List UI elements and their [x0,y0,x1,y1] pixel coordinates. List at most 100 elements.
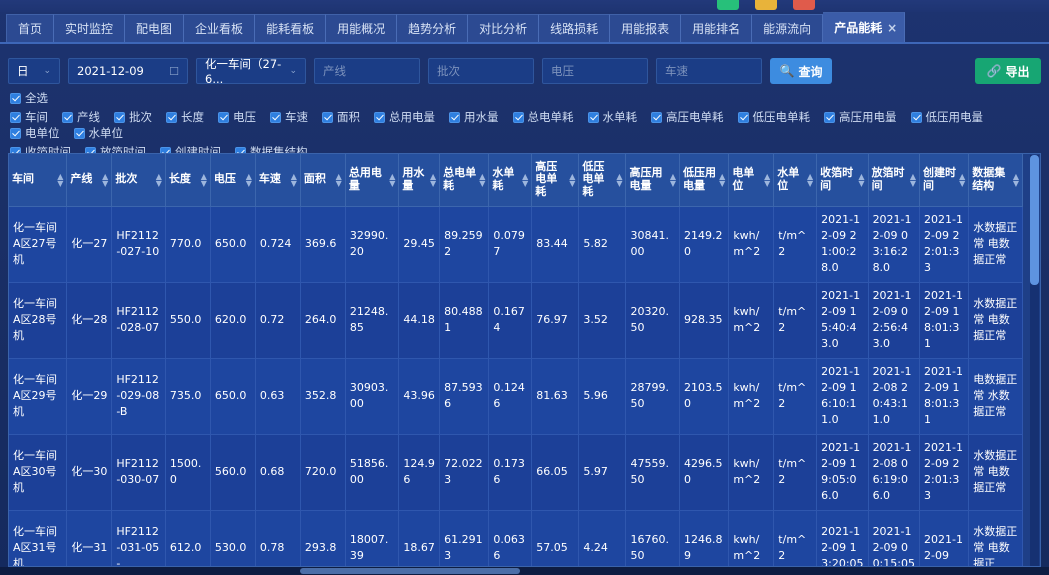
checkbox-column-row1-8[interactable]: 用水量 [449,109,499,125]
tab-2[interactable]: 配电图 [125,14,185,42]
checkbox-column-row1-5[interactable]: 车速 [270,109,308,125]
close-icon[interactable]: × [887,20,898,35]
column-header-20[interactable]: 数据集结构 ▲ ▼ [968,154,1023,207]
column-header-12[interactable]: 低压电单耗 ▲ ▼ [578,154,627,207]
tab-11[interactable]: 能源流向 [752,14,824,42]
speed-input[interactable]: 车速 [656,58,762,84]
cell-line: 化一31 [66,510,113,566]
sort-toggle-icon[interactable]: ▲ ▼ [335,171,342,188]
cell-water_uom: t/m^2 [773,510,818,566]
tab-9[interactable]: 用能报表 [610,14,682,42]
query-button[interactable]: 🔍 查询 [770,58,832,84]
column-header-15[interactable]: 电单位 ▲ ▼ [728,154,775,207]
sort-toggle-icon[interactable]: ▲ ▼ [858,171,865,188]
column-header-0[interactable]: 车间 ▲ ▼ [9,154,68,207]
cell-total_power: 51856.00 [345,434,400,511]
tab-8[interactable]: 线路损耗 [539,14,611,42]
sort-toggle-icon[interactable]: ▲ ▼ [806,171,814,188]
sort-toggle-icon[interactable]: ▲ ▼ [1012,171,1019,188]
column-header-18[interactable]: 放箔时间 ▲ ▼ [868,154,920,207]
table-row[interactable]: 化一车间A区28号机 化一28 HF2112-028-07 550.0 620.0 0.7… [9,282,1023,359]
cell-water_uom: t/m^2 [773,358,818,435]
sort-toggle-icon[interactable]: ▲ ▼ [909,171,916,188]
checkbox-column-row1-1[interactable]: 产线 [62,109,100,125]
column-header-19[interactable]: 创建时间 ▲ ▼ [919,154,970,207]
checkbox-column-row1-3[interactable]: 长度 [166,109,204,125]
sort-toggle-icon[interactable]: ▲ ▼ [719,171,726,188]
checkbox-column-row1-16[interactable]: 水单位 [73,125,123,141]
checkbox-column-row1-2[interactable]: 批次 [114,109,152,125]
sort-toggle-icon[interactable]: ▲ ▼ [959,171,966,188]
sort-toggle-icon[interactable]: ▲ ▼ [569,171,576,188]
data-table-container[interactable]: 车间 ▲ ▼ 产线 ▲ ▼ 批次 ▲ ▼ 长度 ▲ ▼ 电压 ▲ ▼ 车速 ▲ ▼ 面积 ▲ ▼ 总用电量 ▲ ▼ 用水量 ▲ ▼ 总… [8,153,1041,567]
sort-toggle-icon[interactable]: ▲ ▼ [290,171,297,188]
sort-toggle-icon[interactable]: ▲ ▼ [155,171,162,188]
tab-3[interactable]: 企业看板 [184,14,256,42]
sort-toggle-icon[interactable]: ▲ ▼ [479,171,486,188]
sort-toggle-icon[interactable]: ▲ ▼ [57,171,64,188]
tab-7[interactable]: 对比分析 [468,14,540,42]
checkbox-column-row1-9[interactable]: 总电单耗 [512,109,574,125]
column-header-13[interactable]: 高压用电量 ▲ ▼ [625,154,681,207]
tab-6[interactable]: 趋势分析 [397,14,469,42]
column-header-17[interactable]: 收箔时间 ▲ ▼ [816,154,869,207]
column-header-10[interactable]: 水单耗 ▲ ▼ [488,154,533,207]
column-header-9[interactable]: 总电单耗 ▲ ▼ [439,154,490,207]
column-header-7[interactable]: 总用电量 ▲ ▼ [345,154,400,207]
cell-batch: HF2112-027-10 [111,206,166,283]
sort-toggle-icon[interactable]: ▲ ▼ [669,171,677,188]
table-row[interactable]: 化一车间A区29号机 化一29 HF2112-029-08-B 735.0 650.0 0… [9,358,1023,435]
batch-input[interactable]: 批次 [428,58,534,84]
production-line-input[interactable]: 产线 [314,58,420,84]
column-header-16[interactable]: 水单位 ▲ ▼ [773,154,818,207]
tab-5[interactable]: 用能概况 [326,14,398,42]
export-button[interactable]: 🔗 导出 [975,58,1041,84]
column-header-14[interactable]: 低压用电量 ▲ ▼ [679,154,730,207]
table-row[interactable]: 化一车间A区30号机 化一30 HF2112-030-07 1500.0 560.0 0.… [9,434,1023,511]
sort-toggle-icon[interactable]: ▲ ▼ [522,171,529,188]
cell-batch: HF2112-030-07 [111,434,166,511]
sort-toggle-icon[interactable]: ▲ ▼ [389,171,396,188]
period-select[interactable]: 日 ⌄ [8,58,60,84]
date-input[interactable]: 2021-12-09 ☐ [68,58,188,84]
scrollbar-thumb[interactable] [300,568,520,574]
tab-1[interactable]: 实时监控 [54,14,126,42]
tab-4[interactable]: 能耗看板 [255,14,327,42]
sort-toggle-icon[interactable]: ▲ ▼ [429,171,437,188]
checkbox-column-row1-7[interactable]: 总用电量 [374,109,435,125]
checkbox-column-row1-10[interactable]: 水单耗 [587,109,637,125]
tab-12[interactable]: 产品能耗 × [823,12,906,42]
cell-create_time: 2021-12-09 [919,510,970,566]
table-vertical-scrollbar[interactable] [1030,155,1039,566]
checkbox-column-row1-0[interactable]: 车间 [10,109,48,125]
column-header-6[interactable]: 面积 ▲ ▼ [300,154,346,207]
tab-10[interactable]: 用能排名 [681,14,753,42]
sort-toggle-icon[interactable]: ▲ ▼ [200,171,207,188]
sort-toggle-icon[interactable]: ▲ ▼ [102,171,109,188]
column-header-1[interactable]: 产线 ▲ ▼ [66,154,113,207]
scrollbar-thumb[interactable] [1030,155,1039,285]
column-header-5[interactable]: 车速 ▲ ▼ [255,154,301,207]
checkbox-select-all[interactable]: 全选 [10,90,48,106]
column-header-3[interactable]: 长度 ▲ ▼ [165,154,211,207]
column-header-2[interactable]: 批次 ▲ ▼ [111,154,166,207]
column-header-11[interactable]: 高压电单耗 ▲ ▼ [531,154,580,207]
checkbox-column-row1-11[interactable]: 高压电单耗 [651,109,724,125]
column-header-4[interactable]: 电压 ▲ ▼ [210,154,256,207]
voltage-input[interactable]: 电压 [542,58,648,84]
checkbox-column-row1-13[interactable]: 高压用电量 [824,109,897,125]
table-row[interactable]: 化一车间A区27号机 化一27 HF2112-027-10 770.0 650.0 0.7… [9,206,1023,283]
workshop-select[interactable]: 化一车间（27-6... ⌄ [196,57,306,86]
tab-0[interactable]: 首页 [6,14,55,42]
column-header-8[interactable]: 用水量 ▲ ▼ [398,154,441,207]
checkbox-column-row1-15[interactable]: 电单位 [10,125,60,141]
checkbox-column-row1-4[interactable]: 电压 [218,109,256,125]
table-row[interactable]: 化一车间A区31号机 化一31 HF2112-031-05- 612.0 530.0 0.… [9,510,1023,566]
sort-toggle-icon[interactable]: ▲ ▼ [616,171,623,188]
checkbox-column-row1-6[interactable]: 面积 [322,109,360,125]
checkbox-column-row1-14[interactable]: 低压用电量 [910,109,983,125]
page-horizontal-scrollbar[interactable] [0,567,1049,575]
sort-toggle-icon[interactable]: ▲ ▼ [245,171,252,188]
checkbox-column-row1-12[interactable]: 低压电单耗 [737,109,810,125]
sort-toggle-icon[interactable]: ▲ ▼ [764,171,771,188]
